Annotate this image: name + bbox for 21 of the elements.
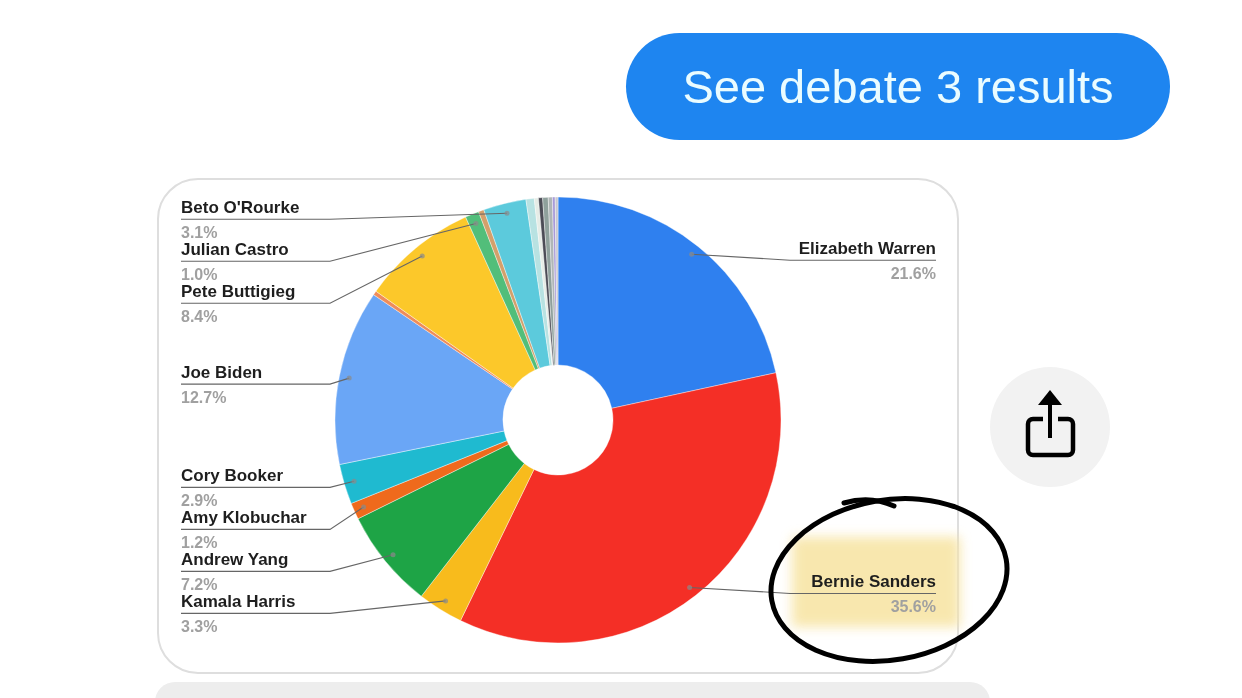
slice-label: Pete Buttigieg xyxy=(181,282,296,302)
slice-label: Julian Castro xyxy=(181,240,289,260)
data-label: 1.0% xyxy=(181,266,218,284)
data-label: 3.3% xyxy=(181,618,218,636)
slice-label: Joe Biden xyxy=(181,363,263,383)
data-label: 3.1% xyxy=(181,224,218,242)
data-label: 2.9% xyxy=(181,492,218,510)
data-label: 1.2% xyxy=(181,534,218,552)
data-label: 7.2% xyxy=(181,576,218,594)
slice-label: Cory Booker xyxy=(181,466,284,486)
data-label: 35.6% xyxy=(890,598,936,616)
slice-label: Elizabeth Warren xyxy=(798,239,936,259)
data-label: 12.7% xyxy=(181,389,227,407)
slice-label: Kamala Harris xyxy=(181,592,296,612)
data-label: 8.4% xyxy=(181,308,218,326)
slice-label: Andrew Yang xyxy=(181,550,289,570)
data-label: 21.6% xyxy=(890,265,936,283)
slice-label: Beto O'Rourke xyxy=(181,198,300,218)
text: See debate 3 results xyxy=(682,60,1114,113)
slice-label: Bernie Sanders xyxy=(811,572,936,592)
slice-label: Amy Klobuchar xyxy=(181,508,308,528)
